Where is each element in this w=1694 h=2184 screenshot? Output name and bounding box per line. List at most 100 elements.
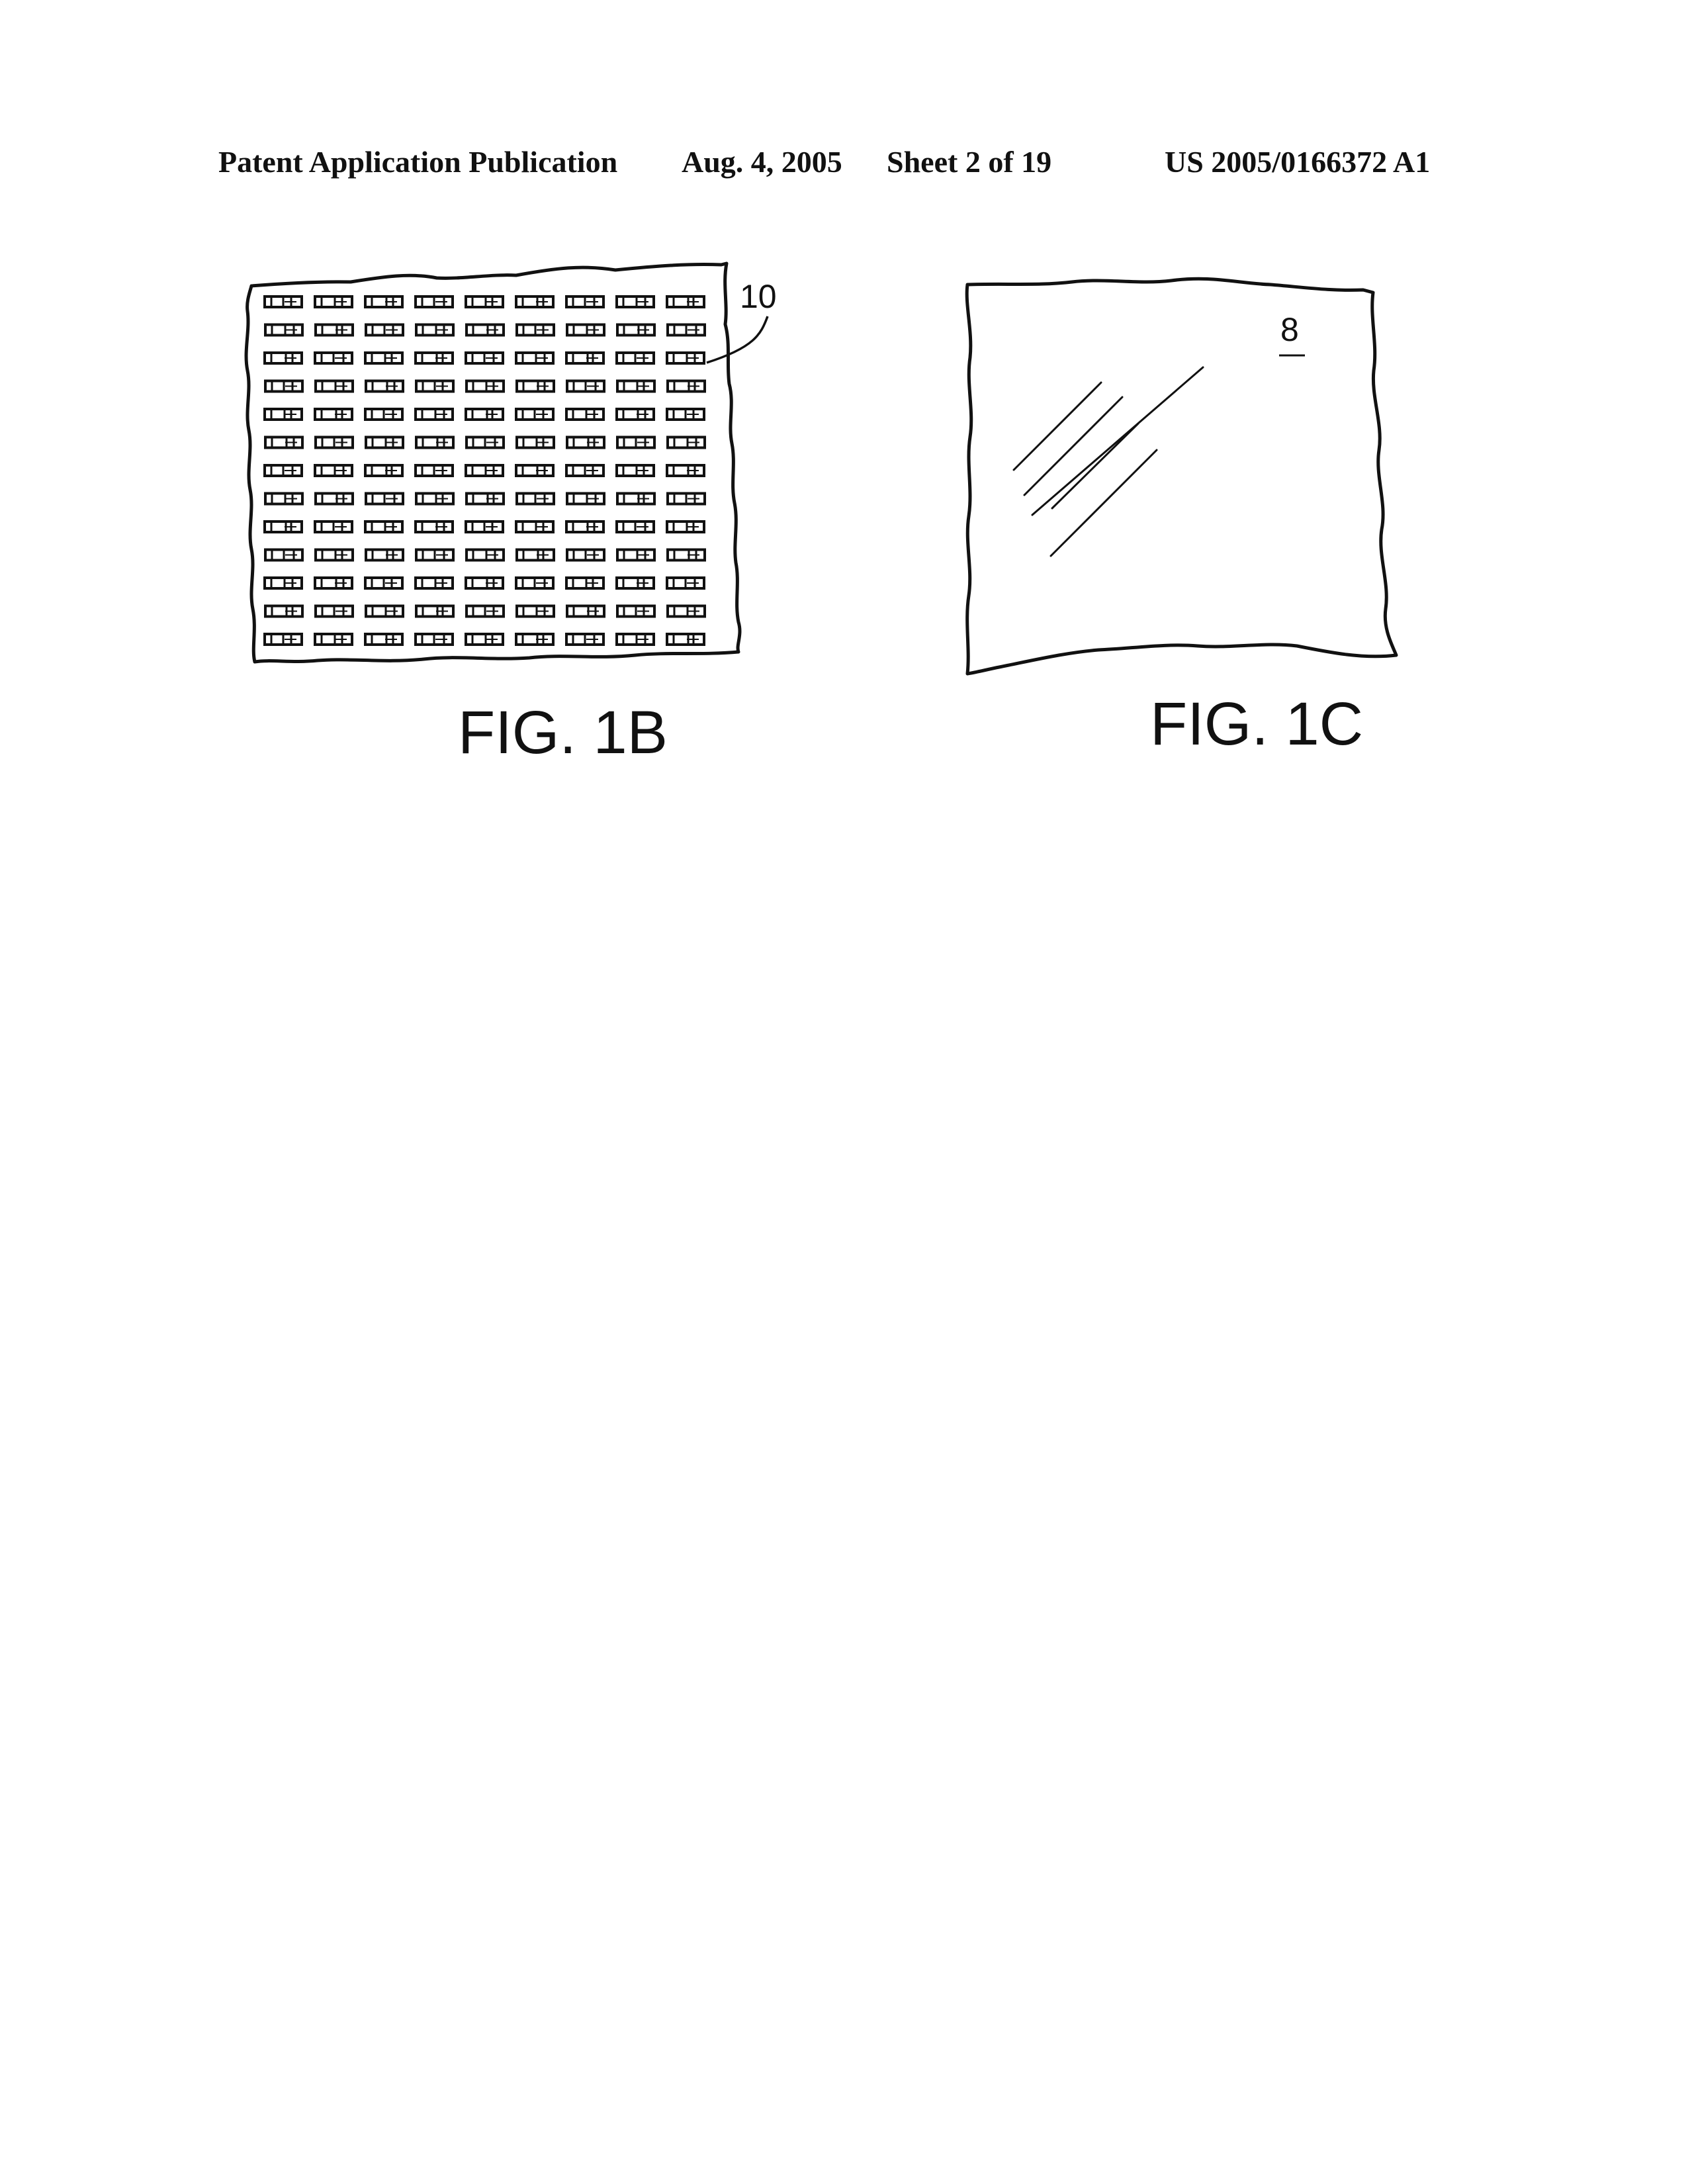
array-element [364,408,404,421]
array-element [465,435,505,449]
array-element [314,295,353,308]
array-element [515,576,555,590]
array-element [415,604,455,618]
array-element [314,576,353,590]
array-element [314,464,353,477]
array-element [566,379,605,393]
array-element [465,408,504,421]
array-element [314,548,354,562]
array-element [666,633,705,646]
array-element [666,323,706,337]
array-element [615,633,655,646]
array-element [465,351,504,365]
array-element [515,351,555,365]
array-element [515,464,555,477]
array-element [364,520,404,533]
array-element [414,464,454,477]
array-element [666,295,705,308]
array-element [314,492,354,506]
array-element [365,492,404,506]
array-element [465,576,504,590]
array-element [515,520,555,533]
array-element [565,464,605,477]
array-element [515,604,555,618]
array-element [616,435,656,449]
array-element [314,604,354,618]
array-element [465,464,504,477]
array-element [615,464,655,477]
array-element [465,379,505,393]
array-element [666,520,705,533]
fig-1c-label: FIG. 1C [1150,690,1363,758]
array-element [515,492,555,506]
publication-title: Patent Application Publication [218,145,618,179]
array-element [465,604,505,618]
array-element [365,435,404,449]
sheet-number: Sheet 2 of 19 [887,145,1052,179]
array-element [615,576,655,590]
array-element [615,295,655,308]
array-element [365,548,404,562]
array-element [565,408,605,421]
array-element [515,295,555,308]
array-element [314,408,353,421]
array-element [666,604,706,618]
array-element [465,633,504,646]
array-element [264,492,304,506]
fig-1b-reference-numeral: 10 [740,278,777,315]
array-element [515,323,555,337]
array-element [263,351,303,365]
array-element [263,520,303,533]
figure-1c: 8 FIG. 1C [965,277,1398,758]
array-element [515,408,555,421]
array-element [365,604,404,618]
array-element [263,633,303,646]
array-element [264,548,304,562]
array-element [364,576,404,590]
array-element [414,520,454,533]
array-element [616,604,656,618]
fig-1c-substrate-outline [965,277,1398,676]
array-element [314,435,354,449]
patent-number: US 2005/0166372 A1 [1165,145,1431,179]
array-element [414,408,454,421]
array-element [414,295,454,308]
array-element [666,464,705,477]
array-element [666,576,705,590]
array-element [414,576,454,590]
array-element [515,633,555,646]
array-element [666,548,706,562]
array-element [566,323,605,337]
array-element [515,548,555,562]
array-element [415,435,455,449]
array-element [616,548,656,562]
array-element [616,323,656,337]
array-element [565,633,605,646]
array-element [615,520,655,533]
array-element [465,548,505,562]
array-element [565,520,605,533]
array-element [364,295,404,308]
array-element [666,435,706,449]
array-element [264,435,304,449]
array-element [263,408,303,421]
array-element [515,379,555,393]
array-element [364,351,404,365]
fig-1b-element-array [263,295,706,646]
array-element [666,351,705,365]
array-element [314,520,353,533]
array-element [414,633,454,646]
fig-1c-reference-numeral: 8 [1280,311,1299,348]
array-element [465,323,505,337]
array-element [615,408,655,421]
array-element [616,379,656,393]
array-element [565,295,605,308]
array-element [414,351,454,365]
array-element [666,408,705,421]
array-element [415,548,455,562]
array-element [515,435,555,449]
array-element [314,379,354,393]
array-element [415,492,455,506]
array-element [565,576,605,590]
